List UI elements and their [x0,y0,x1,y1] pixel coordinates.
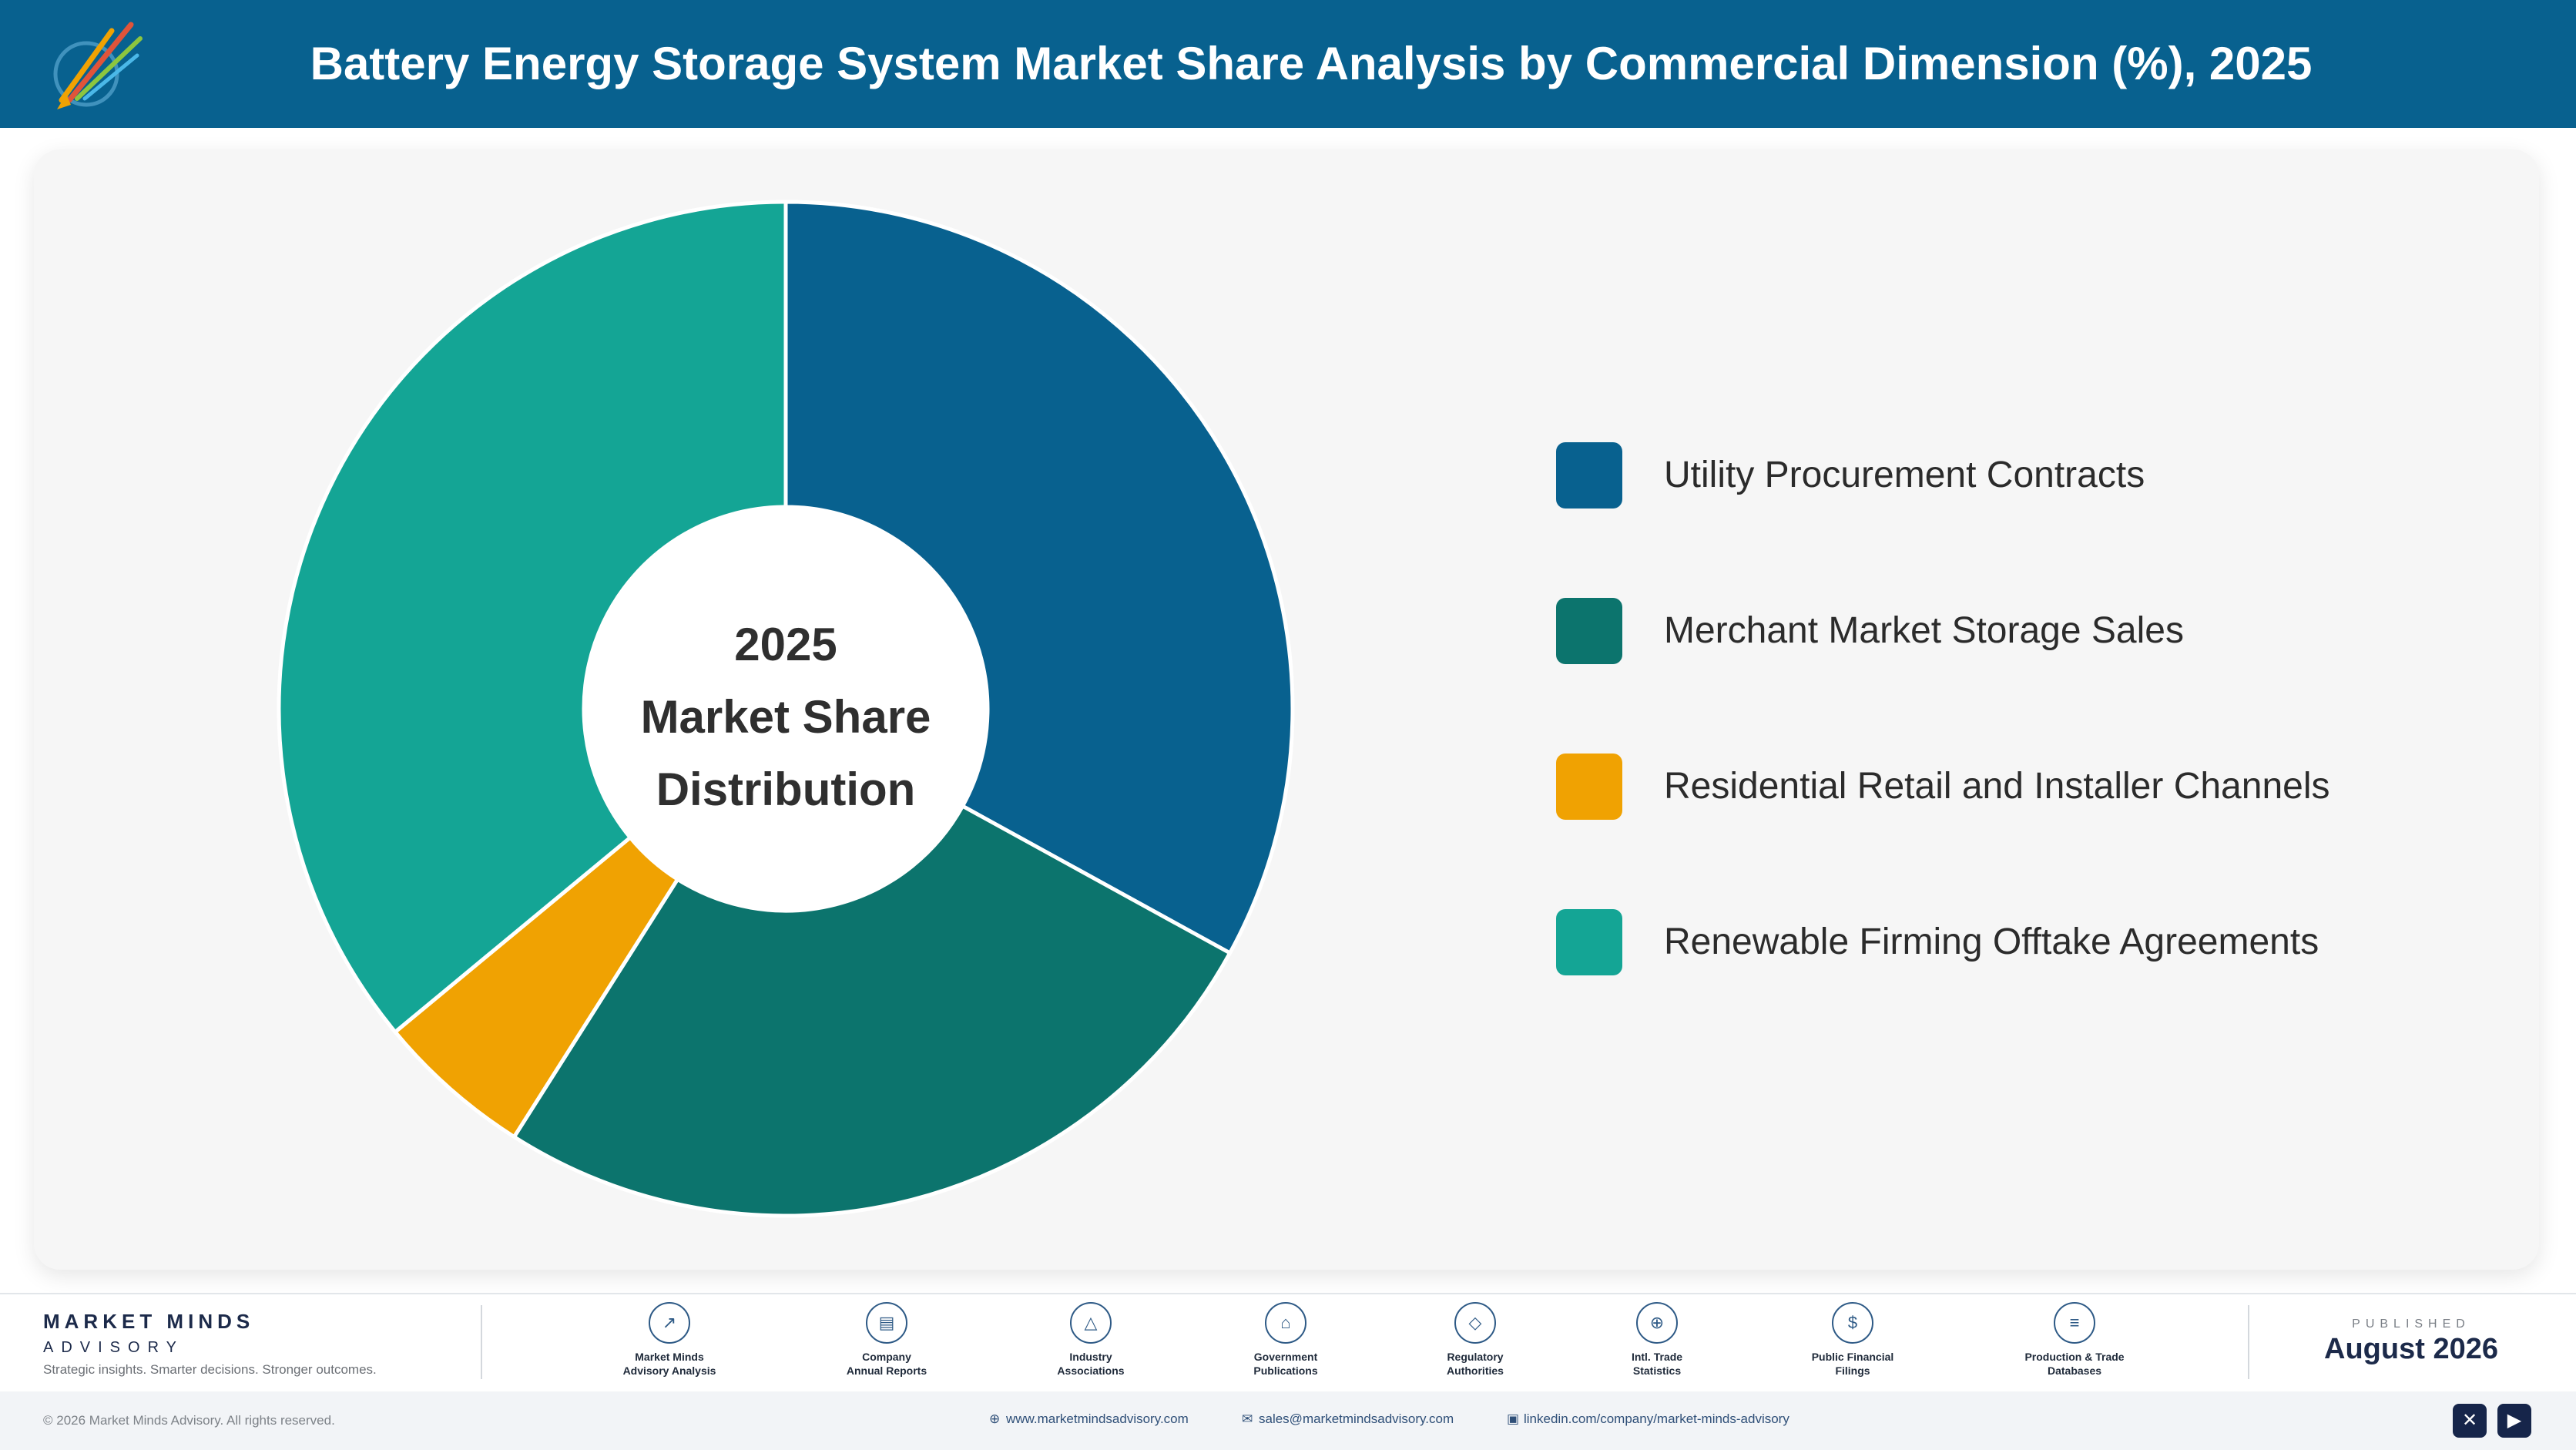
linkedin-icon: ▣ [1507,1411,1524,1427]
government-building-icon: ⌂ [1265,1302,1306,1344]
email-text: sales@marketmindsadvisory.com [1259,1411,1454,1426]
legend-item-renewable: Renewable Firming Offtake Agreements [1556,909,2403,975]
copyright-text: © 2026 Market Minds Advisory. All rights… [43,1413,335,1428]
x-social-icon[interactable]: ✕ [2453,1404,2487,1438]
legend-item-merchant: Merchant Market Storage Sales [1556,598,2403,664]
legend-swatch [1556,442,1622,509]
source-label-line2: Associations [1010,1364,1172,1378]
source-label-line1: Government [1205,1350,1367,1364]
center-label-line-3: Distribution [585,754,986,826]
source-company-reports[interactable]: ▤ Company Annual Reports [806,1302,968,1378]
footer-brand-sub: ADVISORY [43,1339,184,1357]
legend-swatch [1556,754,1622,820]
center-label-line-1: 2025 [585,609,986,681]
source-label-line1: Intl. Trade [1576,1350,1738,1364]
legend-swatch [1556,909,1622,975]
source-label-line1: Company [806,1350,968,1364]
footer-divider-right [2248,1305,2249,1379]
source-label-line1: Regulatory [1394,1350,1556,1364]
trend-chart-icon: ↗ [649,1302,690,1344]
source-label-line2: Databases [1994,1364,2155,1378]
footer-tagline: Strategic insights. Smarter decisions. S… [43,1362,377,1378]
globe-icon: ⊕ [989,1411,1006,1427]
website-text: www.marketmindsadvisory.com [1006,1411,1189,1426]
linkedin-link[interactable]: ▣ linkedin.com/company/market-minds-advis… [1507,1411,1789,1427]
linkedin-text: linkedin.com/company/market-minds-adviso… [1524,1411,1789,1426]
source-label-line1: Industry [1010,1350,1172,1364]
legend-swatch [1556,598,1622,664]
center-label-line-2: Market Share [585,681,986,754]
footer-divider-line [0,1293,2576,1294]
legend-item-residential: Residential Retail and Installer Channel… [1556,754,2403,820]
source-industry-associations[interactable]: △ Industry Associations [1010,1302,1172,1378]
website-link[interactable]: ⊕ www.marketmindsadvisory.com [989,1411,1189,1427]
donut-center-label: 2025 Market Share Distribution [585,609,986,826]
source-label-line2: Advisory Analysis [589,1364,750,1378]
mail-icon: ✉ [1242,1411,1259,1427]
source-label-line2: Publications [1205,1364,1367,1378]
database-icon: ≡ [2054,1302,2095,1344]
source-label-line2: Authorities [1394,1364,1556,1378]
legend-label: Residential Retail and Installer Channel… [1664,754,2330,820]
youtube-social-icon[interactable]: ▶ [2497,1404,2531,1438]
document-icon: ▤ [866,1302,907,1344]
source-trade-statistics[interactable]: ⊕ Intl. Trade Statistics [1576,1302,1738,1378]
globe-icon: ⊕ [1636,1302,1678,1344]
source-label-line2: Statistics [1576,1364,1738,1378]
dollar-coin-icon: $ [1832,1302,1873,1344]
published-label: PUBLISHED [2280,1317,2542,1331]
legend-label: Renewable Firming Offtake Agreements [1664,909,2319,975]
legend-label: Utility Procurement Contracts [1664,442,2145,509]
source-label-line2: Filings [1772,1364,1934,1378]
source-label-line1: Public Financial [1772,1350,1934,1364]
legend-label: Merchant Market Storage Sales [1664,598,2184,664]
source-label-line1: Production & Trade [1994,1350,2155,1364]
footer-brand-name: MARKET MINDS [43,1310,254,1334]
published-date: August 2026 [2280,1333,2542,1366]
source-government-publications[interactable]: ⌂ Government Publications [1205,1302,1367,1378]
shield-icon: ◇ [1454,1302,1496,1344]
source-label-line1: Market Minds [589,1350,750,1364]
source-public-financial-filings[interactable]: $ Public Financial Filings [1772,1302,1934,1378]
email-link[interactable]: ✉ sales@marketmindsadvisory.com [1242,1411,1454,1427]
source-market-minds-analysis[interactable]: ↗ Market Minds Advisory Analysis [589,1302,750,1378]
footer-divider-left [481,1305,482,1379]
network-icon: △ [1070,1302,1112,1344]
source-production-trade-databases[interactable]: ≡ Production & Trade Databases [1994,1302,2155,1378]
source-label-line2: Annual Reports [806,1364,968,1378]
source-regulatory-authorities[interactable]: ◇ Regulatory Authorities [1394,1302,1556,1378]
legend-item-utility: Utility Procurement Contracts [1556,442,2403,509]
